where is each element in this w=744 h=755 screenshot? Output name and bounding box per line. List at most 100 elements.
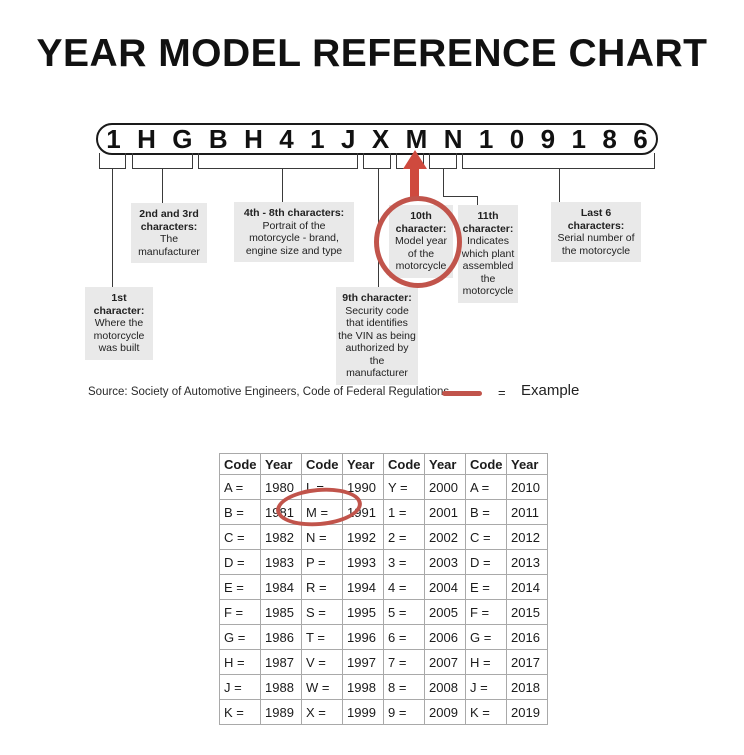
table-cell-code: E =	[465, 574, 507, 600]
table-cell-code: K =	[465, 699, 507, 725]
table-cell-year: 1985	[260, 599, 302, 625]
table-cell-code: C =	[219, 524, 261, 550]
table-cell-year: 1989	[260, 699, 302, 725]
table-row: K = 1989 X = 1999 9 = 2009 K = 2019	[219, 699, 548, 725]
table-cell-year: 1981	[260, 499, 302, 525]
callout-title: Last 6 characters:	[567, 207, 625, 232]
table-row: A = 1980 L = 1990 Y = 2000 A = 2010	[219, 474, 548, 500]
vin-character: M	[405, 124, 428, 154]
table-header-cell: Year	[506, 453, 548, 475]
table-cell-code: E =	[219, 574, 261, 600]
table-row: B = 1981 M = 1991 1 = 2001 B = 2011	[219, 499, 548, 525]
table-cell-code: K =	[219, 699, 261, 725]
table-cell-code: 9 =	[383, 699, 425, 725]
callout-1st-character: 1st character: Where the motorcycle was …	[85, 287, 153, 360]
table-cell-year: 2009	[424, 699, 466, 725]
table-cell-year: 2013	[506, 549, 548, 575]
callout-body: Serial number of the motorcycle	[557, 232, 635, 257]
example-circle-icon	[374, 196, 462, 288]
table-cell-year: 2018	[506, 674, 548, 700]
table-cell-code: G =	[219, 624, 261, 650]
connector-4th-8th	[282, 168, 283, 202]
bracket-4th-8th-characters	[198, 153, 358, 169]
table-cell-year: 1995	[342, 599, 384, 625]
callout-title: 9th character:	[342, 292, 412, 304]
bracket-9th-character	[363, 153, 391, 169]
vin-character: 8	[602, 124, 617, 154]
table-cell-code: 5 =	[383, 599, 425, 625]
table-cell-year: 2006	[424, 624, 466, 650]
connector-11th-horizontal	[443, 196, 478, 197]
table-cell-year: 1997	[342, 649, 384, 675]
table-cell-code: C =	[465, 524, 507, 550]
table-cell-year: 1984	[260, 574, 302, 600]
table-header-cell: Year	[424, 453, 466, 475]
table-cell-code: J =	[465, 674, 507, 700]
table-row: C = 1982 N = 1992 2 = 2002 C = 2012	[219, 524, 548, 550]
table-cell-code: 7 =	[383, 649, 425, 675]
bracket-last-6-characters	[462, 153, 655, 169]
vin-character: 1	[310, 124, 325, 154]
table-cell-year: 2011	[506, 499, 548, 525]
table-cell-year: 1998	[342, 674, 384, 700]
table-cell-code: A =	[465, 474, 507, 500]
page-title: YEAR MODEL REFERENCE CHART	[36, 32, 708, 75]
legend-equals: =	[498, 385, 506, 400]
table-cell-code: D =	[219, 549, 261, 575]
table-cell-year: 2019	[506, 699, 548, 725]
table-cell-year: 1987	[260, 649, 302, 675]
table-row: H = 1987 V = 1997 7 = 2007 H = 2017	[219, 649, 548, 675]
table-cell-year: 2001	[424, 499, 466, 525]
table-header-cell: Code	[465, 453, 507, 475]
table-cell-year: 2012	[506, 524, 548, 550]
vin-character: 4	[279, 124, 294, 154]
table-cell-year: 1988	[260, 674, 302, 700]
table-cell-year: 2007	[424, 649, 466, 675]
table-row: J = 1988 W = 1998 8 = 2008 J = 2018	[219, 674, 548, 700]
table-header-cell: Code	[219, 453, 261, 475]
table-row: E = 1984 R = 1994 4 = 2004 E = 2014	[219, 574, 548, 600]
vin-character: H	[137, 124, 156, 154]
source-note: Source: Society of Automotive Engineers,…	[88, 386, 450, 398]
table-cell-year: 1983	[260, 549, 302, 575]
callout-last-6-characters: Last 6 characters: Serial number of the …	[551, 202, 641, 262]
example-arrow-icon	[410, 167, 419, 200]
table-cell-year: 1993	[342, 549, 384, 575]
vin-character: 9	[540, 124, 556, 154]
table-cell-year: 2017	[506, 649, 548, 675]
table-cell-code: V =	[301, 649, 343, 675]
bracket-2nd-3rd-characters	[132, 153, 193, 169]
callout-title: 1st character:	[93, 292, 145, 317]
table-cell-code: H =	[219, 649, 261, 675]
vin-character: X	[371, 124, 390, 154]
vin-character: H	[244, 124, 263, 154]
year-code-table: Code Year Code Year Code Year Code Year A = 198…	[219, 453, 548, 725]
table-cell-code: A =	[219, 474, 261, 500]
table-cell-code: R =	[301, 574, 343, 600]
vin-character: N	[443, 124, 463, 154]
table-cell-year: 1994	[342, 574, 384, 600]
table-cell-code: N =	[301, 524, 343, 550]
table-cell-code: 1 =	[383, 499, 425, 525]
table-header-cell: Year	[342, 453, 384, 475]
table-cell-code: 6 =	[383, 624, 425, 650]
example-line-icon	[442, 391, 482, 396]
legend-example-label: Example	[521, 382, 580, 399]
table-cell-year: 1990	[342, 474, 384, 500]
bracket-11th-character	[429, 153, 457, 169]
table-row: G = 1986 T = 1996 6 = 2006 G = 2016	[219, 624, 548, 650]
callout-9th-character: 9th character: Security code that identi…	[336, 287, 418, 385]
callout-body: Portrait of the motorcycle - brand, engi…	[245, 219, 343, 257]
callout-body: Indicates which plant assembled the moto…	[461, 235, 515, 297]
vin-character: 1	[106, 124, 121, 154]
table-header-cell: Code	[383, 453, 425, 475]
table-cell-year: 2008	[424, 674, 466, 700]
table-cell-code: 3 =	[383, 549, 425, 575]
table-cell-year: 1992	[342, 524, 384, 550]
table-cell-code: T =	[301, 624, 343, 650]
vin-character: 1	[478, 124, 494, 154]
table-cell-year: 2015	[506, 599, 548, 625]
table-row: D = 1983 P = 1993 3 = 2003 D = 2013	[219, 549, 548, 575]
table-cell-year: 2002	[424, 524, 466, 550]
table-cell-code: Y =	[383, 474, 425, 500]
